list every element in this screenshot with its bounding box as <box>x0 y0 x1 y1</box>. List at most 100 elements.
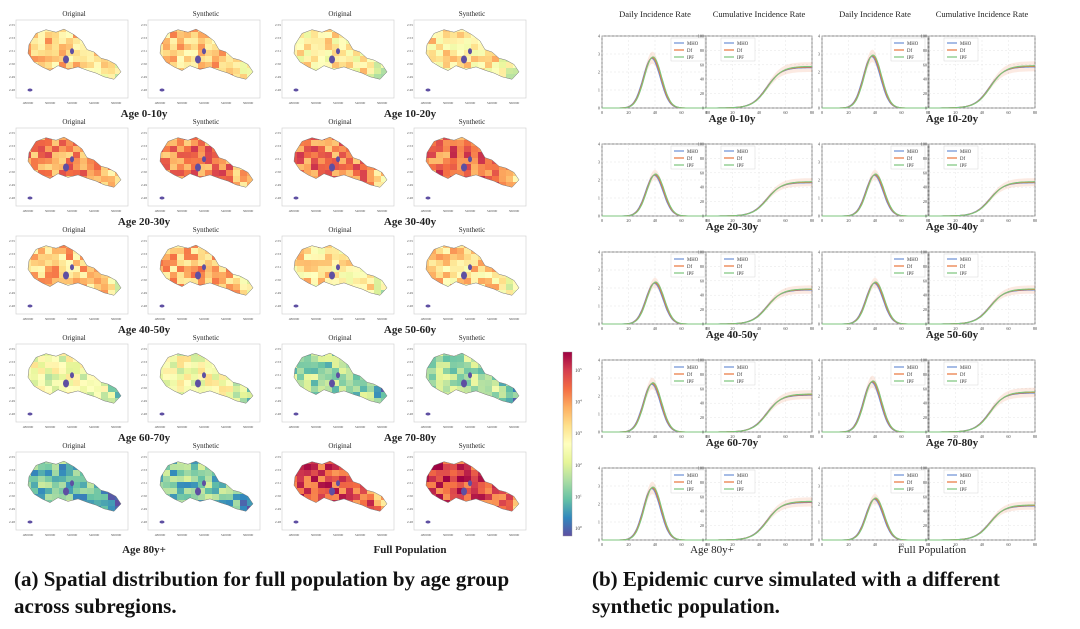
map-cell <box>226 245 234 249</box>
map-cell <box>226 272 234 279</box>
map-cell <box>80 512 87 518</box>
map-cell <box>457 56 465 63</box>
map-cell <box>101 170 109 177</box>
map-cell <box>52 182 60 188</box>
y-tick-label: 3 <box>598 52 600 57</box>
map-cell <box>332 182 340 188</box>
map-cell <box>457 410 464 416</box>
map-cell <box>80 188 87 194</box>
map-cell <box>59 254 67 261</box>
map-cell <box>499 194 506 200</box>
map-cell <box>485 182 493 188</box>
map-cell <box>318 374 326 381</box>
map-cell <box>219 386 227 393</box>
map-cell <box>205 74 213 80</box>
map-cell <box>38 284 46 291</box>
map-cell <box>381 44 387 51</box>
map-x-tick: 500000 <box>311 101 322 105</box>
x-tick-label: 40 <box>873 326 877 331</box>
map-cell <box>115 272 121 279</box>
map-cell <box>212 380 220 387</box>
map-cell <box>160 146 164 153</box>
map-y-tick: 2.48 <box>275 412 281 416</box>
map-cell <box>318 248 326 255</box>
reservoir-mark <box>70 480 74 487</box>
map-cell <box>45 170 53 177</box>
series-line-ipf <box>822 497 928 541</box>
map-cell <box>233 278 241 285</box>
map-cell <box>471 386 479 393</box>
map-cell <box>87 272 95 279</box>
series-line-ipf <box>822 281 928 325</box>
map-cell <box>346 380 354 387</box>
map-cell <box>450 470 458 477</box>
map-cell <box>506 392 514 399</box>
map-cell <box>38 512 45 518</box>
map-y-tick: 2.53 <box>275 36 281 40</box>
map-cell <box>205 464 213 471</box>
legend-label: IPF <box>737 488 744 493</box>
map-cell <box>198 482 206 489</box>
map-cell <box>304 278 312 285</box>
x-tick-label: 0 <box>705 434 707 439</box>
map-cell <box>297 380 305 387</box>
map-cell <box>240 266 248 273</box>
map-cell <box>66 506 74 512</box>
map-cell <box>177 278 185 285</box>
map-cell <box>360 140 368 147</box>
map-cell <box>485 356 493 363</box>
map-cell <box>443 182 451 188</box>
map-cell <box>339 284 347 291</box>
map-cell <box>381 29 387 33</box>
y-tick-label: 60 <box>923 62 927 67</box>
map-cell <box>436 152 444 159</box>
map-cell <box>240 254 248 261</box>
map-cell <box>485 137 493 141</box>
map-cell <box>73 80 80 86</box>
map-title: Synthetic <box>459 10 485 18</box>
map-cell <box>450 278 458 285</box>
map-cell <box>38 506 46 512</box>
map-cell <box>160 368 164 375</box>
map-cell <box>52 488 60 495</box>
map-cell <box>318 146 326 153</box>
map-cell <box>381 353 387 357</box>
reservoir-mark <box>329 55 335 64</box>
map-cell <box>450 476 458 483</box>
map-cell <box>367 518 374 524</box>
map-cell <box>163 68 171 75</box>
map-cell <box>513 170 519 177</box>
map-cell <box>450 506 458 512</box>
reservoir-mark <box>195 487 201 496</box>
map-cell <box>346 29 354 33</box>
map-cell <box>45 506 53 512</box>
map-cell <box>66 80 73 86</box>
map-cell <box>247 194 254 200</box>
map-cell <box>297 362 305 369</box>
map-cell <box>233 245 241 249</box>
map-cell <box>177 188 184 194</box>
map-cell <box>170 362 178 369</box>
map-cell <box>478 170 486 177</box>
map-cell <box>325 410 332 416</box>
map-cell <box>485 254 493 261</box>
map-cell <box>464 362 472 369</box>
map-cell <box>233 248 241 255</box>
map-cell <box>198 302 205 308</box>
y-tick-label: 40 <box>923 509 927 514</box>
map-cell <box>191 494 199 501</box>
legend-label: MHO <box>687 474 699 479</box>
x-tick-label: 20 <box>953 110 957 115</box>
map-cell <box>247 38 253 45</box>
y-tick-label: 2 <box>818 70 820 75</box>
map-y-tick: 2.55 <box>407 347 413 351</box>
y-tick-label: 1 <box>598 412 600 417</box>
map-cell <box>506 74 514 80</box>
map-cell <box>115 245 121 249</box>
map-cell <box>87 410 94 416</box>
map-cell <box>45 254 53 261</box>
map-cell <box>450 164 458 171</box>
map-cell <box>304 260 312 267</box>
map-cell <box>513 146 519 153</box>
